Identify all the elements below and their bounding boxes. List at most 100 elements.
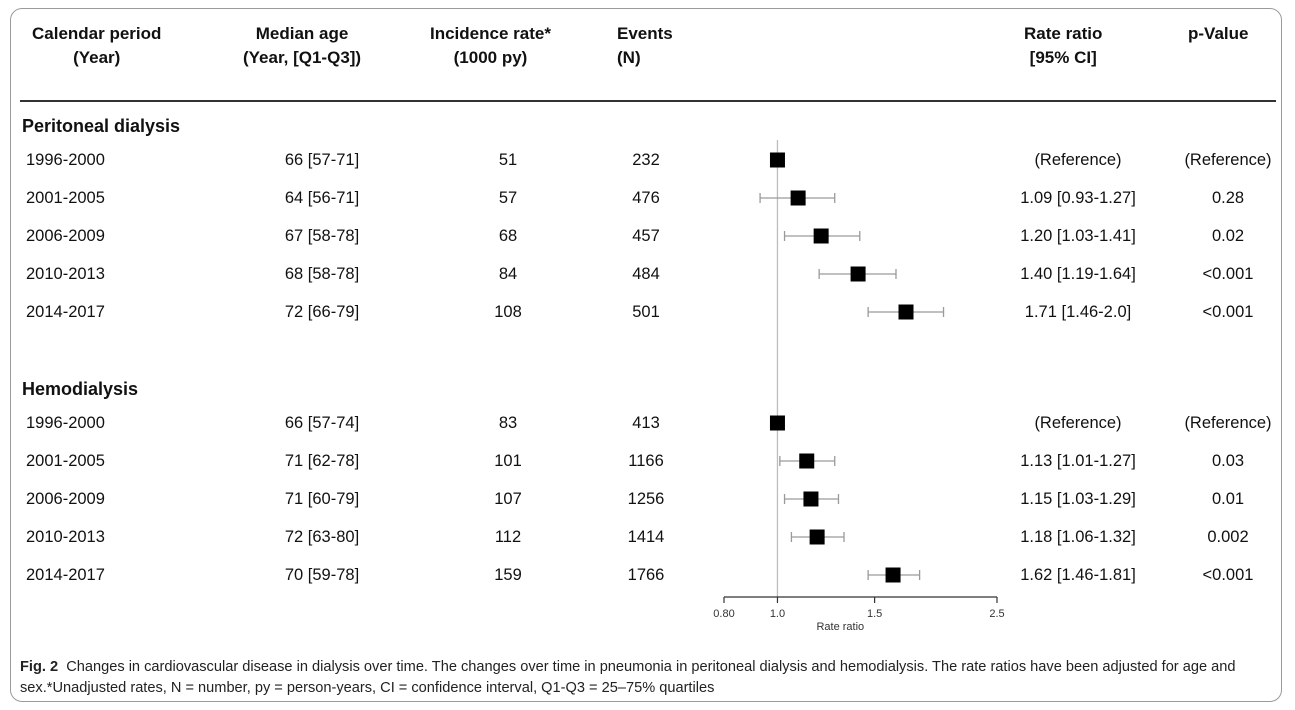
- cell-events: 501: [632, 303, 660, 321]
- cell-period: 2014-2017: [26, 303, 105, 321]
- cell-incidence: 101: [494, 452, 522, 470]
- cell-age: 67 [58-78]: [284, 227, 360, 245]
- header-age: Median age (Year, [Q1-Q3]): [243, 22, 361, 70]
- point-estimate-marker: [769, 152, 785, 168]
- x-tick-label: 1.5: [867, 608, 882, 620]
- cell-age: 71 [62-78]: [284, 452, 360, 470]
- header-age-line2: (Year, [Q1-Q3]): [243, 48, 362, 67]
- cell-age: 71 [60-79]: [284, 490, 360, 508]
- x-tick-label: 2.5: [989, 608, 1004, 620]
- cell-p: <0.001: [1202, 303, 1254, 321]
- cell-period: 2006-2009: [26, 227, 105, 245]
- cell-incidence: 107: [494, 490, 522, 508]
- header-incidence-line2: (1000 py): [453, 48, 528, 67]
- header-period-line2: (Year): [73, 48, 121, 67]
- cell-events: 476: [632, 189, 660, 207]
- cell-p: 0.02: [1211, 227, 1245, 245]
- figure-caption: Fig. 2 Changes in cardiovascular disease…: [20, 657, 1280, 699]
- cell-period: 1996-2000: [26, 151, 105, 169]
- cell-period: 2001-2005: [26, 189, 105, 207]
- cell-incidence: 159: [494, 566, 522, 584]
- table-row: 2006-2009 67 [58-78] 68 457 1.20 [1.03-1.41]…: [0, 221, 1295, 251]
- x-tick-label: 0.80: [713, 608, 734, 620]
- cell-ratio-text: 1.62 [1.46-1.81]: [1020, 566, 1136, 584]
- cell-events: 232: [632, 151, 660, 169]
- cell-p: 0.002: [1207, 528, 1249, 546]
- cell-events: 1414: [627, 528, 665, 546]
- cell-ratio-text: (Reference): [1034, 151, 1122, 169]
- point-estimate-marker: [769, 415, 785, 431]
- figure-frame: [10, 8, 1282, 702]
- caption-text: Changes in cardiovascular disease in dia…: [20, 659, 1236, 696]
- cell-ratio-text: 1.13 [1.01-1.27]: [1020, 452, 1136, 470]
- header-ratio: Rate ratio [95% CI]: [1024, 22, 1102, 70]
- point-estimate-marker: [813, 228, 829, 244]
- cell-ratio-text: 1.71 [1.46-2.0]: [1024, 303, 1132, 321]
- header-events: Events (N): [617, 22, 673, 70]
- header-pvalue-line1: p-Value: [1188, 24, 1249, 43]
- cell-p: (Reference): [1184, 414, 1272, 432]
- header-rule: [20, 100, 1276, 102]
- caption-label: Fig. 2: [20, 659, 59, 675]
- header-events-line2: (N): [617, 48, 641, 67]
- header-age-line1: Median age: [255, 24, 349, 43]
- cell-age: 66 [57-71]: [284, 151, 360, 169]
- cell-ratio-text: 1.40 [1.19-1.64]: [1020, 265, 1136, 283]
- point-estimate-marker: [898, 304, 914, 320]
- cell-p: 0.03: [1211, 452, 1245, 470]
- section-title-hemodialysis: Hemodialysis: [22, 379, 139, 399]
- cell-age: 68 [58-78]: [284, 265, 360, 283]
- cell-events: 1166: [628, 452, 664, 470]
- header-ratio-line1: Rate ratio: [1024, 24, 1103, 43]
- point-estimate-marker: [885, 567, 901, 583]
- header-pvalue: p-Value: [1188, 22, 1248, 46]
- table-row: 2006-2009 71 [60-79] 107 1256 1.15 [1.03-1.2…: [0, 484, 1295, 514]
- cell-ratio-text: 1.20 [1.03-1.41]: [1020, 227, 1136, 245]
- cell-ratio-text: 1.18 [1.06-1.32]: [1020, 528, 1136, 546]
- cell-incidence: 57: [498, 189, 518, 207]
- cell-p: (Reference): [1184, 151, 1272, 169]
- table-row: 1996-2000 66 [57-74] 83 413 (Reference) (Refe…: [0, 408, 1295, 438]
- cell-period: 2001-2005: [26, 452, 105, 470]
- point-estimate-marker: [799, 453, 815, 469]
- cell-p: <0.001: [1202, 566, 1254, 584]
- table-row: 2010-2013 68 [58-78] 84 484 1.40 [1.19-1.64]…: [0, 259, 1295, 289]
- table-row: 2014-2017 70 [59-78] 159 1766 1.62 [1.46-1.8…: [0, 560, 1295, 590]
- section-title-peritoneal: Peritoneal dialysis: [22, 116, 181, 136]
- point-estimate-marker: [803, 491, 819, 507]
- cell-events: 413: [632, 414, 660, 432]
- header-period: Calendar period (Year): [32, 22, 161, 70]
- table-row: 2014-2017 72 [66-79] 108 501 1.71 [1.46-2.0]…: [0, 297, 1295, 327]
- table-row: 2010-2013 72 [63-80] 112 1414 1.18 [1.06-1.3…: [0, 522, 1295, 552]
- forest-plot: 0.80 1.0 1.5 2.5 Rate ratio: [713, 140, 1005, 633]
- cell-incidence: 83: [498, 414, 518, 432]
- cell-age: 72 [63-80]: [284, 528, 360, 546]
- cell-p: 0.28: [1211, 189, 1245, 207]
- header-events-line1: Events: [617, 24, 673, 43]
- cell-age: 66 [57-74]: [284, 414, 360, 432]
- cell-incidence: 51: [498, 151, 518, 169]
- cell-p: <0.001: [1202, 265, 1254, 283]
- table-row: 2001-2005 64 [56-71] 57 476 1.09 [0.93-1.27]…: [0, 183, 1295, 213]
- cell-incidence: 108: [494, 303, 522, 321]
- cell-ratio-text: (Reference): [1034, 414, 1122, 432]
- cell-ratio-text: 1.15 [1.03-1.29]: [1020, 490, 1136, 508]
- cell-age: 72 [66-79]: [284, 303, 360, 321]
- cell-period: 1996-2000: [26, 414, 105, 432]
- header-ratio-line2: [95% CI]: [1029, 48, 1097, 67]
- cell-events: 1766: [627, 566, 665, 584]
- cell-ratio-text: 1.09 [0.93-1.27]: [1020, 189, 1136, 207]
- cell-events: 457: [632, 227, 660, 245]
- cell-period: 2014-2017: [26, 566, 105, 584]
- header-incidence: Incidence rate* (1000 py): [430, 22, 551, 70]
- cell-events: 1256: [627, 490, 665, 508]
- cell-incidence: 84: [498, 265, 518, 283]
- table-row: 1996-2000 66 [57-71] 51 232 (Reference) (Refe…: [0, 145, 1295, 175]
- cell-age: 70 [59-78]: [284, 566, 360, 584]
- point-estimate-marker: [809, 529, 825, 545]
- cell-p: 0.01: [1211, 490, 1245, 508]
- cell-incidence: 112: [494, 528, 522, 546]
- header-incidence-line1: Incidence rate*: [430, 24, 551, 43]
- point-estimate-marker: [850, 266, 866, 282]
- cell-incidence: 68: [498, 227, 518, 245]
